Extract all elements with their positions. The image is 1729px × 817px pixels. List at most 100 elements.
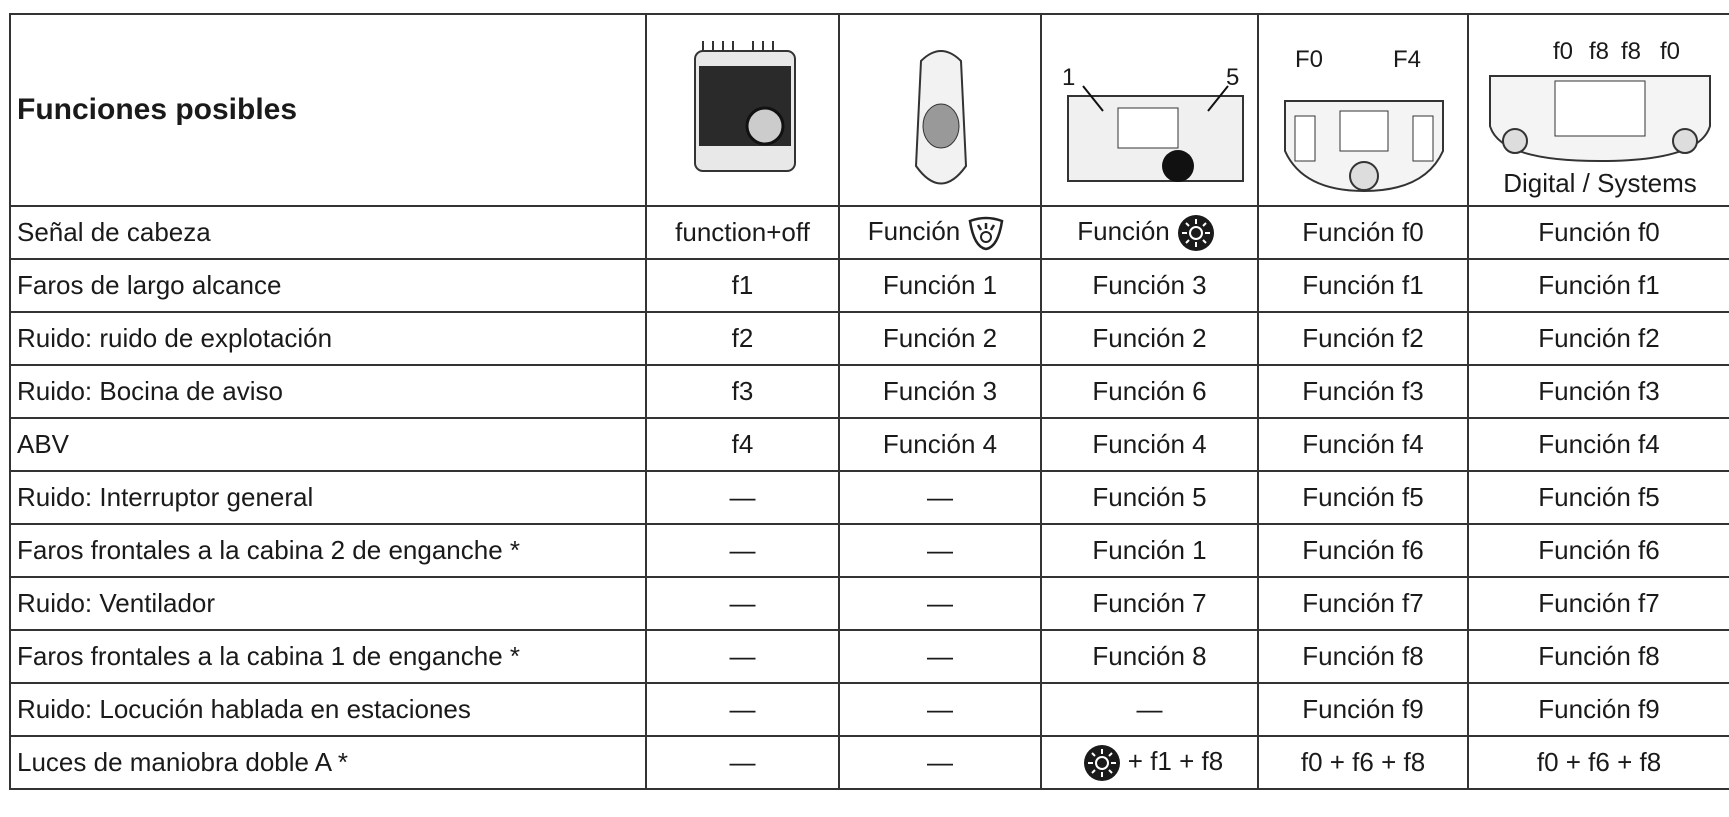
table-cell: Función 6 (1040, 364, 1259, 419)
cell-text: f1 (731, 270, 754, 300)
cell-text: Función 1 (882, 270, 998, 300)
table-row: Luces de maniobra doble A * — — + f1 + f8 f0… (9, 735, 1729, 790)
table-cell: Ruido: Ventilador (9, 576, 647, 631)
table-cell: f0 + f6 + f8 (1467, 735, 1729, 790)
functions-table: Funciones posibles (9, 13, 1729, 790)
cell-text: Faros de largo alcance (17, 270, 282, 300)
device-label: f0 (1660, 38, 1681, 65)
table-cell: Función f8 (1467, 629, 1729, 684)
table-cell: Función f4 (1467, 417, 1729, 472)
header-cell (838, 13, 1042, 207)
cell-text: Función f3 (1302, 376, 1424, 406)
table-cell: Faros frontales a la cabina 2 de enganch… (9, 523, 647, 578)
cell-text: Función f7 (1538, 588, 1660, 618)
cell-text: Función f3 (1538, 376, 1660, 406)
table-cell: — (645, 682, 840, 737)
table-cell: Función f7 (1467, 576, 1729, 631)
table-cell: Función f8 (1257, 629, 1469, 684)
cell-text: ABV (17, 429, 70, 459)
cell-text: — (927, 482, 953, 512)
cell-text: Ruido: Ventilador (17, 588, 216, 618)
cell-text: Ruido: Locución hablada en estaciones (17, 694, 471, 724)
device-label: f0 (1553, 38, 1574, 65)
table-cell: f4 (645, 417, 840, 472)
table-cell: Función f9 (1467, 682, 1729, 737)
cell-text: — (927, 641, 953, 671)
header-row: Funciones posibles (9, 13, 1729, 207)
table-cell: — (838, 682, 1042, 737)
device-label: F4 (1393, 46, 1422, 73)
table-cell: Función f7 (1257, 576, 1469, 631)
cell-text: Función f8 (1538, 641, 1660, 671)
table-title: Funciones posibles (17, 93, 298, 126)
cell-text: Función f8 (1302, 641, 1424, 671)
table-cell: Función 1 (1040, 523, 1259, 578)
table-cell: Función 7 (1040, 576, 1259, 631)
cell-text: Función 7 (1092, 588, 1207, 618)
device-label: F0 (1295, 46, 1324, 73)
cell-text: function+off (675, 217, 810, 247)
cell-text: Función f4 (1538, 429, 1660, 459)
device-5-image (1489, 75, 1711, 163)
table-row: ABV f4 Función 4 Función 4 Función f4 Función… (9, 417, 1729, 472)
cell-text: Función f0 (1302, 217, 1424, 247)
cell-text: Función f6 (1538, 535, 1660, 565)
table-cell: Función f1 (1257, 258, 1469, 313)
table-cell: function+off (645, 205, 840, 260)
cell-text: + f1 + f8 (1127, 745, 1224, 776)
cell-text: Función 6 (1092, 376, 1207, 406)
header-cell: f0 f8 f8 f0 Digital / Systems (1467, 13, 1729, 207)
table-cell: Función f3 (1257, 364, 1469, 419)
cell-text: Faros frontales a la cabina 1 de enganch… (17, 641, 521, 671)
table-cell: Función f0 (1467, 205, 1729, 260)
function-icon (1083, 744, 1120, 781)
cell-text: Ruido: Interruptor general (17, 482, 314, 512)
table-cell: Función 2 (838, 311, 1042, 366)
cell-text: Función f6 (1302, 535, 1424, 565)
device-5: f0 f8 f8 f0 Digital / Systems (1475, 16, 1723, 204)
function-icon (1177, 214, 1214, 251)
cell-text: Función 1 (1092, 535, 1207, 565)
table-cell: Función f6 (1257, 523, 1469, 578)
cell-text: Función f2 (1302, 323, 1424, 353)
table-cell: Función f2 (1467, 311, 1729, 366)
table-cell: Función 4 (1040, 417, 1259, 472)
cell-text: Función f5 (1538, 482, 1660, 512)
cell-text: Luces de maniobra doble A * (17, 747, 349, 777)
cell-text: f3 (731, 376, 754, 406)
table-cell: — (645, 470, 840, 525)
table-cell: f2 (645, 311, 840, 366)
table-cell: Función f4 (1257, 417, 1469, 472)
cell-text: Función 4 (1092, 429, 1207, 459)
table-cell: — (645, 735, 840, 790)
cell-text: Función f2 (1538, 323, 1660, 353)
device-label: 1 (1062, 64, 1076, 91)
table-cell: — (645, 629, 840, 684)
cell-text: Función f1 (1538, 270, 1660, 300)
table-row: Ruido: Ventilador — — Función 7 Función f7 Fu… (9, 576, 1729, 631)
table-cell: Faros de largo alcance (9, 258, 647, 313)
cell-text: — (927, 535, 953, 565)
cell-text: Ruido: Bocina de aviso (17, 376, 283, 406)
cell-text: Función f9 (1302, 694, 1424, 724)
table-cell: + f1 + f8 (1040, 735, 1259, 790)
table-cell: Ruido: Locución hablada en estaciones (9, 682, 647, 737)
cell-text: Faros frontales a la cabina 2 de enganch… (17, 535, 521, 565)
cell-text: Señal de cabeza (17, 217, 211, 247)
device-caption: Digital / Systems (1503, 168, 1697, 198)
cell-text: — (1136, 694, 1163, 724)
table-cell: Función 4 (838, 417, 1042, 472)
table-cell: Luces de maniobra doble A * (9, 735, 647, 790)
cell-text: Función f9 (1538, 694, 1660, 724)
cell-text: Función 3 (1092, 270, 1207, 300)
table-cell: Señal de cabeza (9, 205, 647, 260)
cell-text: Función f4 (1302, 429, 1424, 459)
table-cell: — (838, 470, 1042, 525)
table-cell: — (1040, 682, 1259, 737)
table-row: Señal de cabeza function+off Función Funció… (9, 205, 1729, 260)
table-cell: f3 (645, 364, 840, 419)
device-label: 5 (1226, 64, 1240, 91)
cell-text: Función 4 (882, 429, 998, 459)
device-label: f8 (1589, 38, 1610, 65)
device-4-image (1284, 100, 1444, 193)
